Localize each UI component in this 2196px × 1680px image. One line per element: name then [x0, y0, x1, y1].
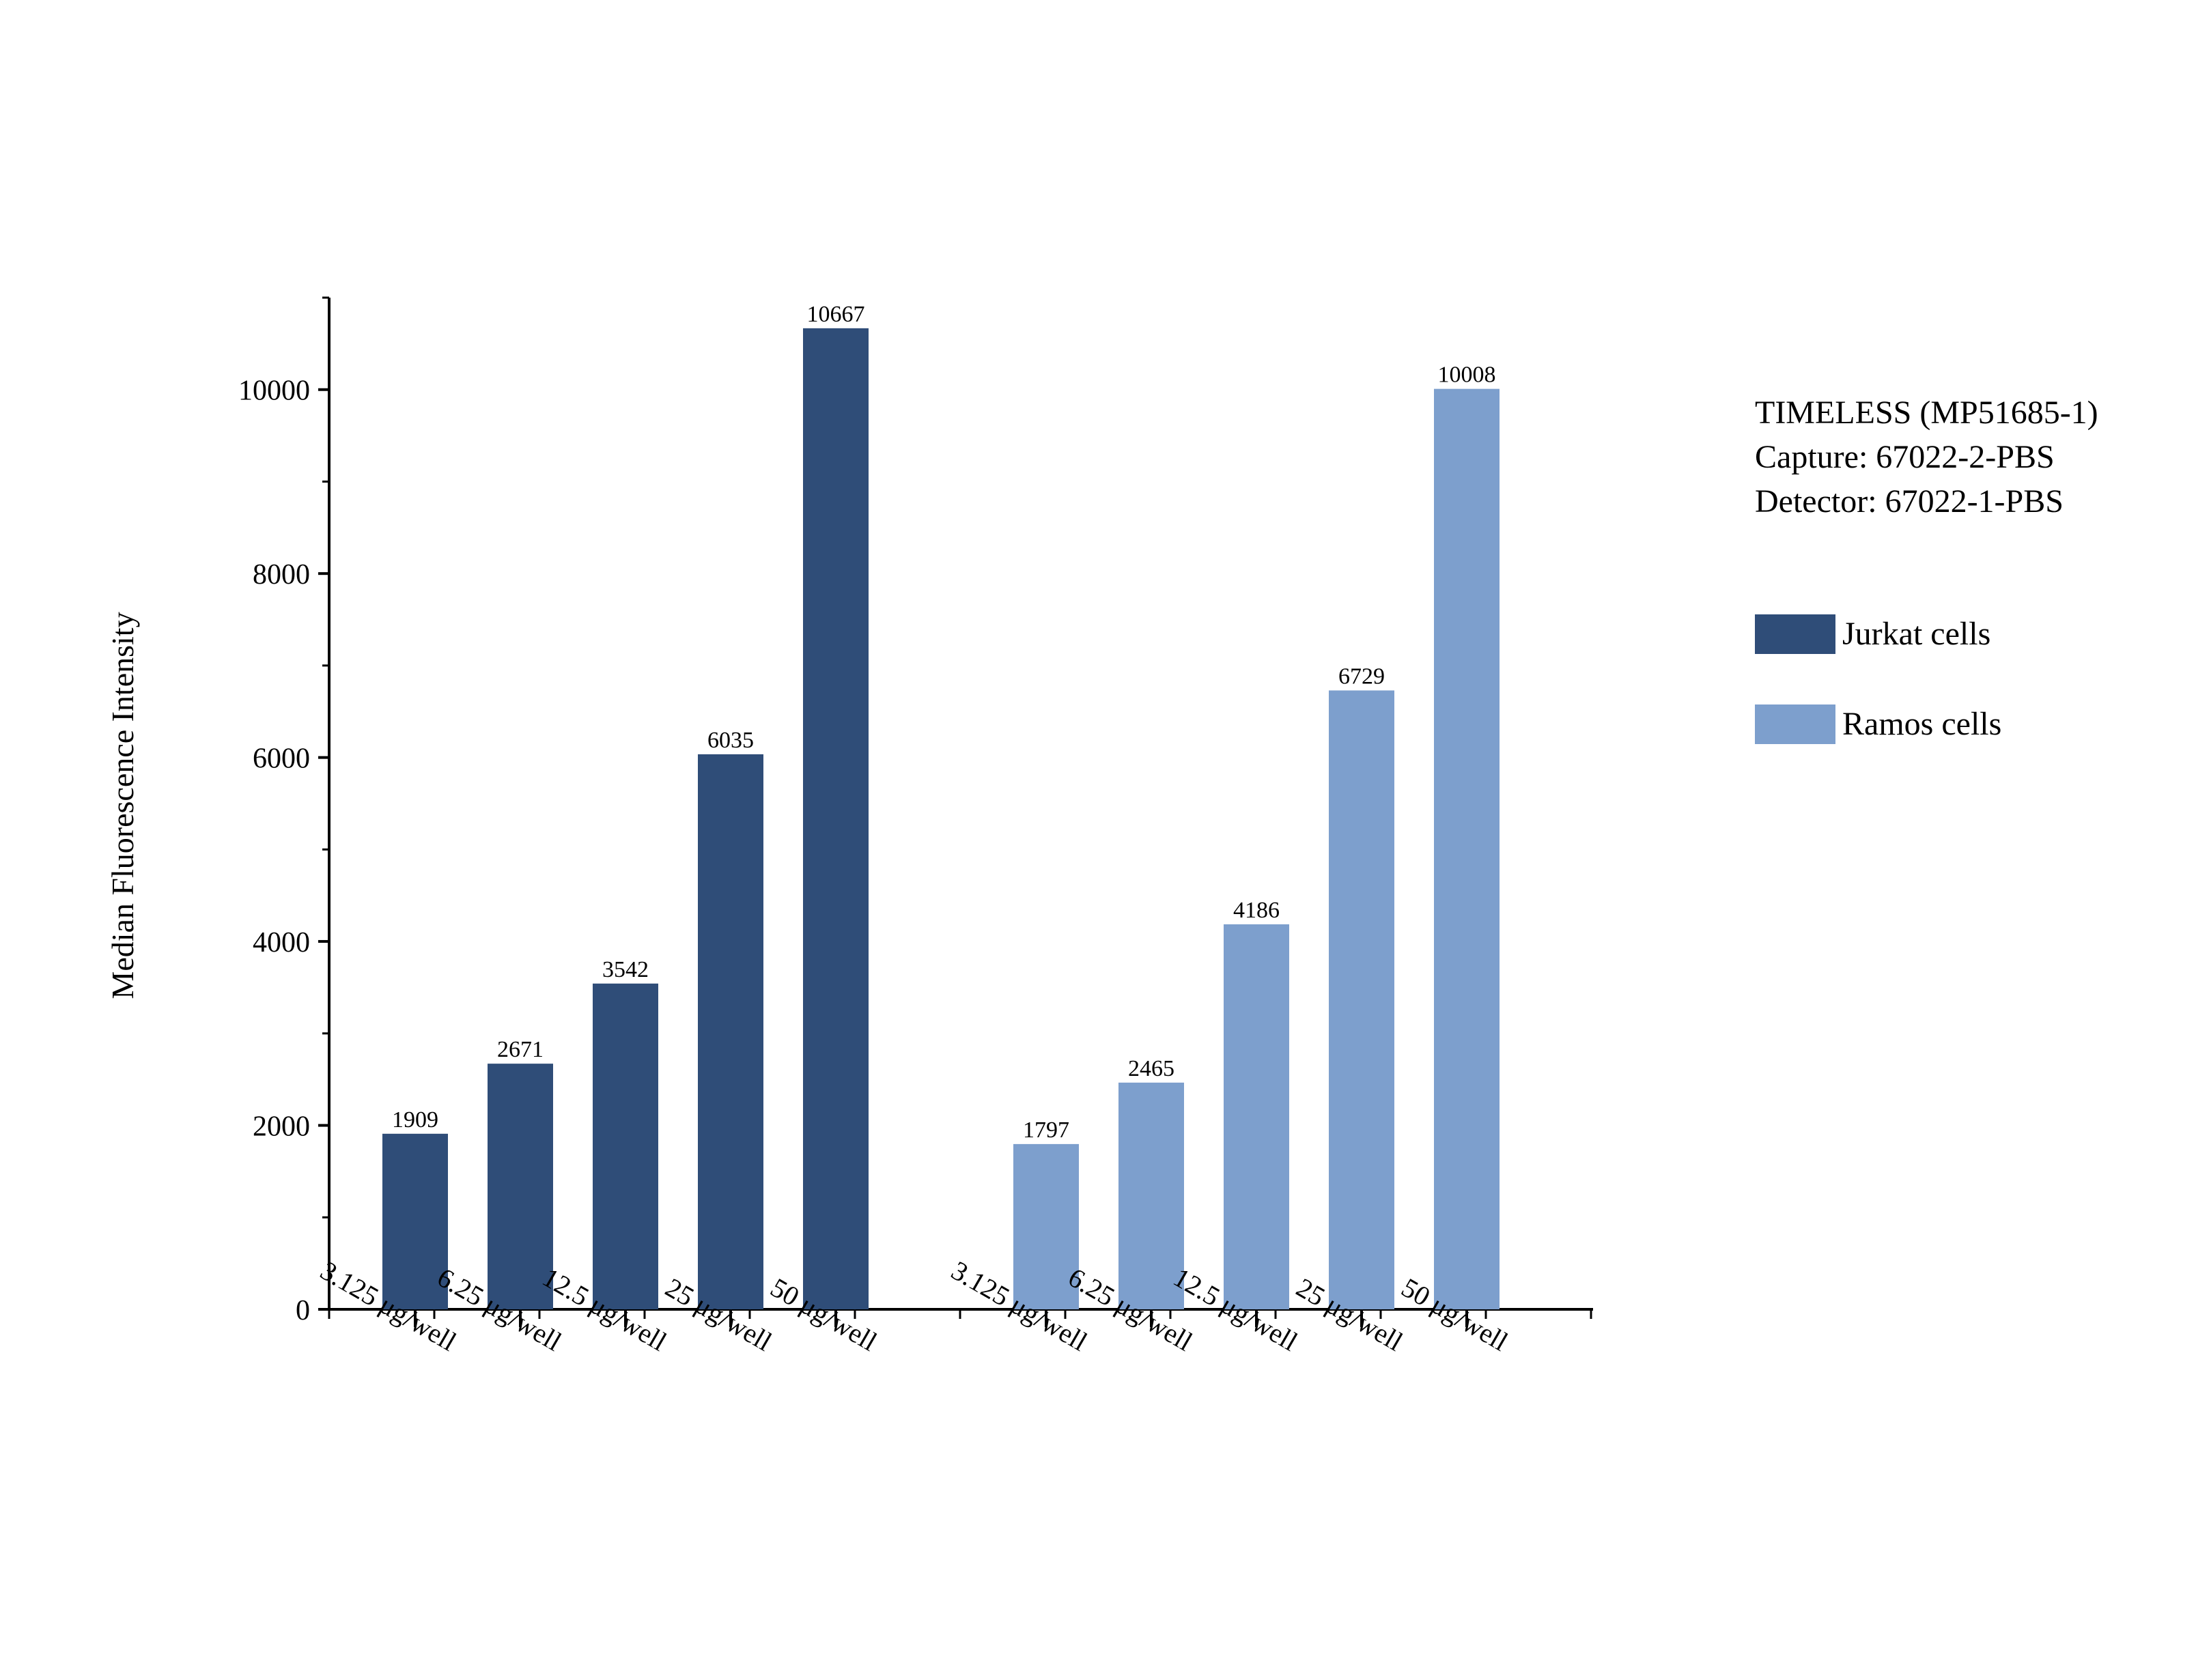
- legend-swatch-jurkat: [1755, 614, 1835, 654]
- bar-value-label: 6729: [1338, 664, 1385, 689]
- bar-value-label: 10008: [1438, 362, 1496, 388]
- bar: [488, 1064, 553, 1309]
- bar: [698, 754, 763, 1309]
- bars: [382, 328, 1500, 1310]
- info-title: TIMELESS (MP51685-1): [1755, 395, 2098, 431]
- bar-value-label: 2671: [497, 1037, 544, 1062]
- bar-value-label: 10667: [807, 302, 865, 327]
- bar: [593, 983, 658, 1309]
- legend-swatch-ramos: [1755, 704, 1835, 744]
- bar: [1434, 388, 1500, 1310]
- bar-value-label: 2465: [1128, 1056, 1174, 1081]
- bar: [1329, 690, 1394, 1309]
- bar: [1118, 1082, 1184, 1309]
- y-tick-label: 4000: [253, 927, 310, 958]
- info-detector: Detector: 67022-1-PBS: [1755, 483, 2064, 519]
- y-axis-label: Median Fluorescence Intensity: [105, 612, 140, 999]
- bar-value-label: 6035: [707, 728, 754, 753]
- info-capture: Capture: 67022-2-PBS: [1755, 439, 2055, 475]
- legend-label-jurkat: Jurkat cells: [1842, 616, 1991, 652]
- bar-value-label: 4186: [1233, 898, 1280, 923]
- y-tick-label: 10000: [238, 375, 310, 407]
- bar: [1224, 924, 1289, 1309]
- y-tick-label: 0: [296, 1295, 310, 1326]
- bar: [382, 1133, 448, 1309]
- legend-label-ramos: Ramos cells: [1842, 706, 2002, 742]
- bar-value-label: 1909: [392, 1107, 438, 1133]
- info-panel: TIMELESS (MP51685-1) Capture: 67022-2-PB…: [1755, 390, 2098, 524]
- y-tick-label: 2000: [253, 1111, 310, 1143]
- bar: [803, 328, 869, 1309]
- bar-value-label: 1797: [1023, 1117, 1069, 1143]
- bar-value-label: 3542: [602, 957, 649, 982]
- y-tick-label: 6000: [253, 743, 310, 775]
- y-tick-label: 8000: [253, 559, 310, 590]
- bar: [1013, 1143, 1079, 1309]
